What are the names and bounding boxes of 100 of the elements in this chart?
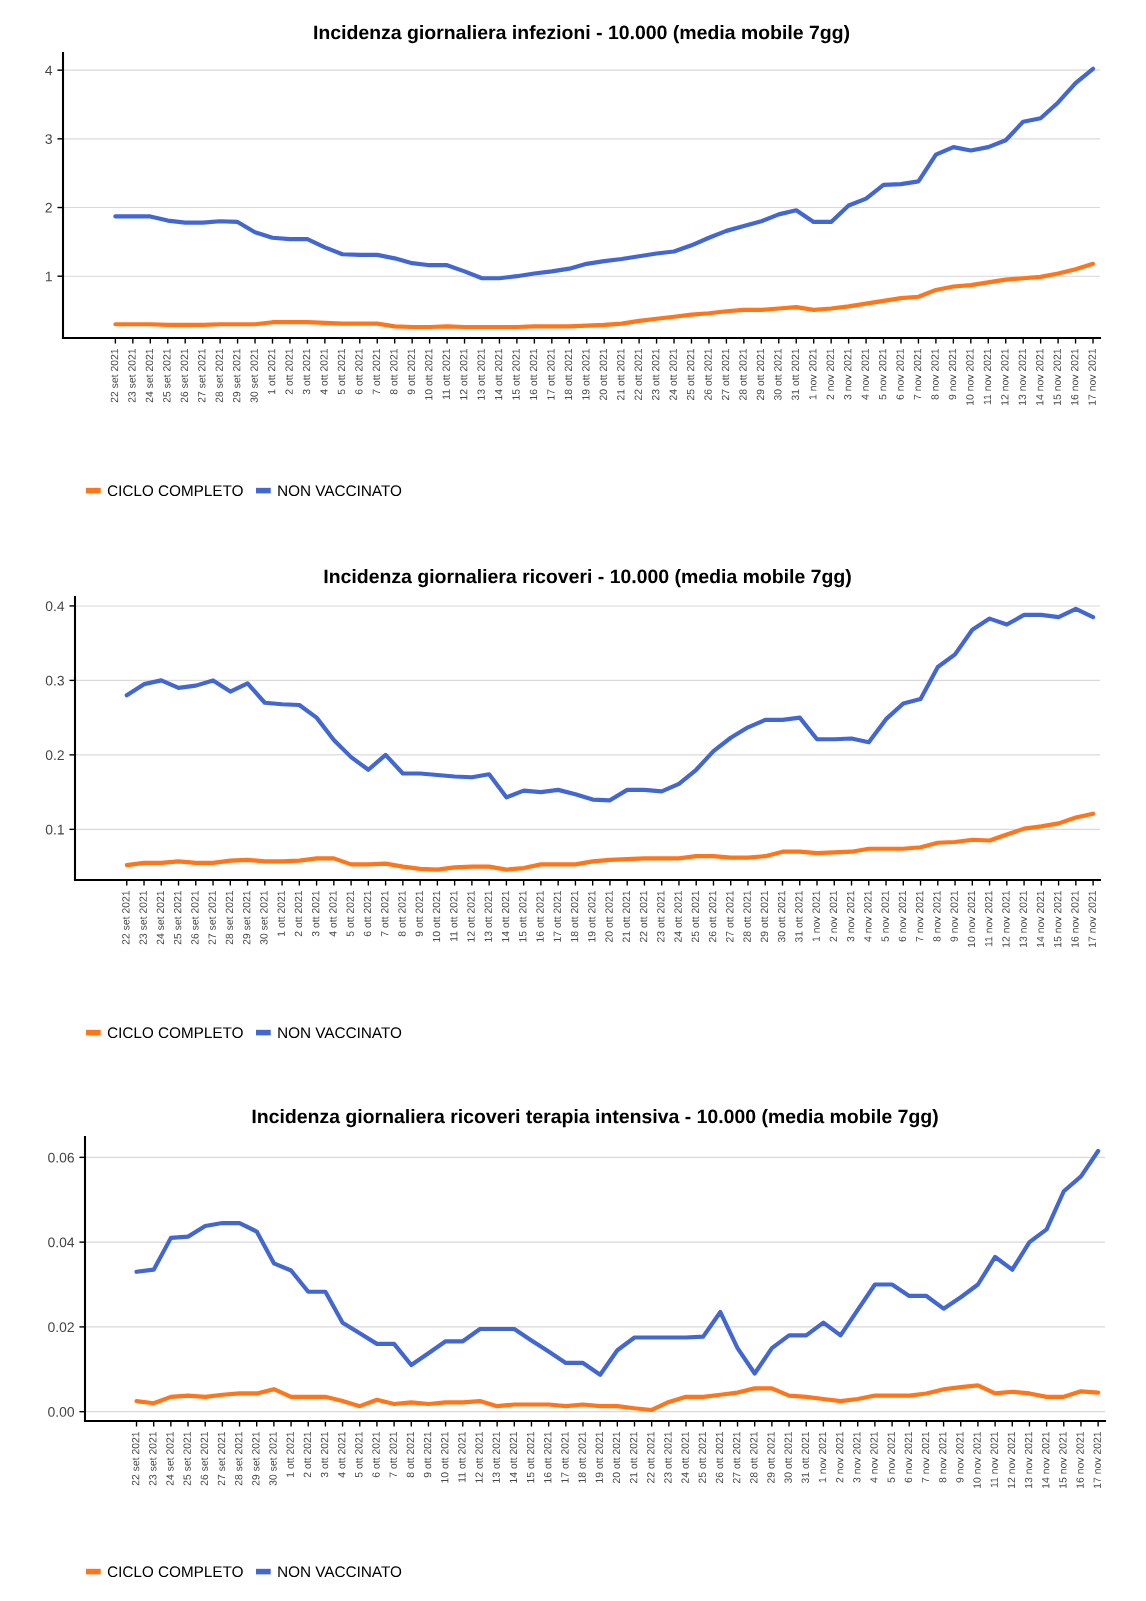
x-tick-label: 9 ott 2021 [415,890,423,937]
x-tick-label: 1 ott 2021 [277,890,285,936]
chart-title: Incidenza giornaliera infezioni - 10.000 (media mobile 7gg) [314,25,850,44]
y-tick-label: 3 [45,134,52,145]
x-tick-label: 15 ott 2021 [519,890,527,942]
x-tick-label: 4 nov 2021 [864,890,872,942]
y-tick-label: 0.1 [45,824,64,835]
x-tick-label: 15 ott 2021 [526,1431,535,1483]
x-tick-label: 12 ott 2021 [475,1431,483,1483]
x-tick-label: 17 ott 2021 [553,890,561,942]
x-tick-label: 15 nov 2021 [1053,348,1061,405]
x-tick-label: 17 nov 2021 [1088,890,1096,947]
x-tick-label: 26 ott 2021 [708,890,717,943]
y-tick-label: 2 [45,202,52,213]
x-tick-label: 26 set 2021 [191,890,199,945]
x-tick-label: 28 set 2021 [234,1431,243,1486]
x-tick-label: 29 set 2021 [252,1431,260,1486]
x-tick-label: 27 set 2021 [217,1431,226,1486]
x-tick-label: 9 nov 2021 [950,890,958,942]
x-tick-label: 12 nov 2021 [1007,1431,1016,1488]
x-tick-label: 5 nov 2021 [878,348,887,400]
x-tick-label: 17 ott 2021 [561,1431,569,1483]
x-tick-label: 8 ott 2021 [406,1431,415,1478]
x-tick-label: 14 ott 2021 [494,348,503,400]
x-tick-label: 9 nov 2021 [956,1431,964,1483]
x-tick-label: 22 set 2021 [110,348,119,403]
line-series [124,606,1096,803]
x-tick-label: 17 nov 2021 [1093,1431,1101,1488]
x-tick-label: 29 ott 2021 [760,890,769,943]
legend-label: NON VACCINATO [278,1566,402,1578]
x-tick-label: 22 set 2021 [131,1431,140,1486]
x-tick-label: 8 ott 2021 [390,348,398,395]
x-tick-label: 21 ott 2021 [617,348,625,401]
x-tick-label: 12 nov 2021 [1001,348,1009,405]
x-tick-label: 31 ott 2021 [791,348,800,401]
x-tick-label: 9 ott 2021 [423,1431,432,1478]
x-tick-label: 7 nov 2021 [915,890,924,942]
x-tick-label: 10 ott 2021 [432,890,441,942]
x-tick-label: 7 ott 2021 [381,890,389,937]
x-tick-label: 15 nov 2021 [1059,1431,1067,1488]
x-tick-label: 16 ott 2021 [529,348,538,400]
x-tick-label: 12 ott 2021 [459,348,468,400]
x-tick-label: 13 nov 2021 [1024,1431,1033,1488]
x-tick-label: 17 nov 2021 [1088,348,1096,405]
x-tick-label: 26 set 2021 [200,1431,208,1486]
x-tick-label: 23 set 2021 [128,348,136,403]
x-tick-label: 23 ott 2021 [651,348,660,401]
x-tick-label: 28 ott 2021 [739,348,747,401]
x-tick-label: 28 set 2021 [215,348,223,403]
x-tick-label: 8 nov 2021 [939,1431,947,1483]
x-tick-label: 23 ott 2021 [657,890,665,943]
x-tick-label: 29 ott 2021 [756,348,765,401]
x-tick-label: 3 nov 2021 [853,1431,861,1483]
x-tick-label: 10 ott 2021 [441,1431,449,1483]
x-tick-label: 7 ott 2021 [372,348,381,395]
x-tick-label: 11 nov 2021 [990,1431,998,1488]
y-tick-label: 0.00 [48,1407,75,1417]
x-tick-label: 22 ott 2021 [639,890,648,943]
x-tick-label: 28 ott 2021 [750,1431,758,1484]
x-tick-label: 26 ott 2021 [715,1431,724,1484]
x-tick-label: 4 ott 2021 [320,348,328,395]
x-tick-label: 5 nov 2021 [881,890,889,942]
legend-label: CICLO COMPLETO [107,1027,243,1039]
x-tick-label: 19 ott 2021 [588,890,596,942]
x-tick-label: 7 ott 2021 [389,1431,397,1478]
y-tick-label: 0.3 [45,675,64,686]
x-tick-label: 13 ott 2021 [484,890,492,942]
x-tick-label: 21 ott 2021 [622,890,630,943]
x-tick-label: 15 nov 2021 [1054,890,1062,947]
x-tick-label: 6 ott 2021 [363,890,372,937]
chart-title: Incidenza giornaliera ricoveri - 10.000 (media mobile 7gg) [324,569,851,588]
x-tick-label: 29 set 2021 [242,890,251,945]
legend-label: NON VACCINATO [278,1027,402,1039]
x-tick-label: 23 set 2021 [149,1431,157,1486]
line-series [113,261,1096,330]
x-tick-label: 20 ott 2021 [605,890,613,943]
x-tick-label: 8 nov 2021 [931,348,939,400]
y-tick-label: 0.06 [48,1152,74,1163]
x-tick-label: 16 nov 2021 [1070,348,1079,405]
x-tick-label: 11 nov 2021 [983,348,992,405]
x-tick-label: 2 ott 2021 [303,1431,312,1478]
x-tick-label: 30 ott 2021 [784,1431,792,1484]
x-tick-label: 19 ott 2021 [582,348,590,400]
x-tick-label: 16 nov 2021 [1071,890,1079,947]
x-tick-label: 3 nov 2021 [846,890,855,942]
x-tick-label: 2 nov 2021 [835,1431,844,1483]
x-tick-label: 23 ott 2021 [664,1431,672,1484]
x-tick-label: 6 nov 2021 [898,890,907,942]
x-tick-label: 5 ott 2021 [346,890,354,937]
x-tick-label: 7 nov 2021 [921,1431,930,1483]
x-tick-label: 3 ott 2021 [320,1431,329,1478]
x-tick-label: 9 nov 2021 [948,348,957,400]
line-series [134,1148,1101,1377]
x-tick-label: 27 set 2021 [208,890,216,945]
line-series [113,66,1096,281]
x-tick-label: 12 ott 2021 [467,890,475,942]
x-tick-label: 16 ott 2021 [544,1431,552,1483]
x-tick-label: 22 set 2021 [122,890,130,945]
legend-label: CICLO COMPLETO [107,1566,243,1578]
x-tick-label: 29 ott 2021 [767,1431,775,1484]
